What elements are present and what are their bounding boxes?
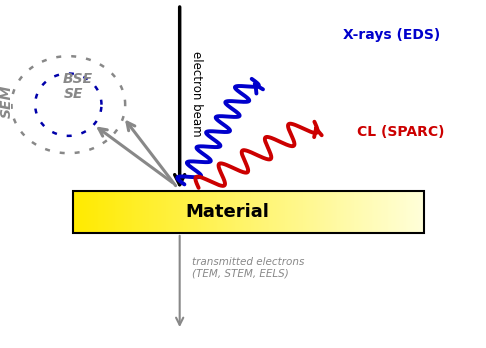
Text: electron beam: electron beam (190, 52, 203, 137)
Text: transmitted electrons
(TEM, STEM, EELS): transmitted electrons (TEM, STEM, EELS) (191, 257, 304, 278)
Text: SE: SE (63, 87, 83, 101)
Text: BSE: BSE (63, 72, 93, 86)
Text: SEM: SEM (0, 85, 14, 118)
Bar (73, 191, 424, 233)
Text: Material: Material (185, 203, 269, 221)
Text: CL (SPARC): CL (SPARC) (357, 125, 445, 140)
Text: X-rays (EDS): X-rays (EDS) (343, 28, 440, 42)
